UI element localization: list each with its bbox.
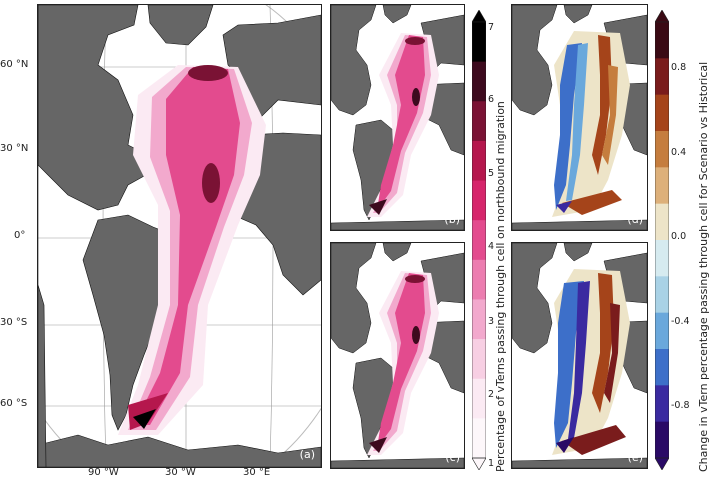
colorbar-percentage-svg	[471, 9, 487, 471]
cbar1-segment	[472, 259, 486, 300]
map-c-svg	[331, 243, 464, 468]
cbar2-segment	[655, 167, 669, 205]
cbar2-tick-0.8: 0.8	[671, 62, 687, 73]
colorbar-percentage	[471, 9, 487, 471]
cbar1-tick-7: 7	[488, 22, 495, 33]
map-b-svg	[331, 5, 464, 230]
cbar1-segment	[472, 180, 486, 221]
panel-c-label: (c)	[445, 451, 460, 464]
cbar2-segment	[655, 276, 669, 314]
cbar1-segment	[472, 140, 486, 182]
map-panel-d: (d)	[511, 4, 648, 231]
map-panel-c: (c)	[330, 242, 465, 469]
lon-tick-30e: 30 °E	[243, 467, 271, 478]
colorbar-change	[654, 9, 670, 471]
cbar1-segment	[472, 220, 486, 261]
cbar1-segment	[472, 22, 486, 63]
cbar2-tick-0.0: 0.0	[671, 231, 687, 242]
colorbar-change-svg	[654, 9, 670, 471]
panel-a-label: (a)	[299, 448, 315, 461]
cbar1-top-extend	[471, 9, 487, 23]
cbar1-tick-3: 3	[488, 316, 495, 327]
cbar2-top-extend	[654, 9, 670, 23]
change-field-e	[552, 269, 630, 455]
map-panel-b: (b)	[330, 4, 465, 231]
migration-density-b	[367, 33, 439, 217]
cbar1-segment	[472, 339, 486, 380]
cbar1-label: Percentage of vTerns passing through cel…	[494, 101, 507, 472]
cbar2-segment	[655, 22, 669, 59]
panel-e-label: (e)	[627, 451, 643, 464]
cbar1-segment	[472, 299, 486, 340]
lat-tick-60n: 60 °N	[0, 59, 29, 70]
lat-tick-0: 0°	[14, 230, 26, 241]
cbar1-segment	[472, 418, 486, 459]
cbar2-tick-0.4: 0.4	[671, 147, 687, 158]
map-panel-a: (a)	[37, 4, 322, 468]
cbar2-segment	[655, 421, 669, 459]
cbar1-tick-2: 2	[488, 389, 495, 400]
cbar2-segment	[655, 58, 669, 96]
cbar2-segment	[655, 312, 669, 350]
cbar2-tick-neg0.8: -0.8	[671, 400, 690, 411]
lat-tick-30n: 30 °N	[0, 143, 29, 154]
lat-tick-60s: 60 °S	[0, 398, 28, 409]
cbar2-segment	[655, 94, 669, 132]
cbar2-segment	[655, 203, 669, 241]
migration-density-c	[367, 271, 439, 455]
cbar2-segment	[655, 349, 669, 386]
cbar1-segment	[472, 61, 486, 102]
cbar1-bottom-extend	[471, 457, 487, 471]
map-d-svg	[512, 5, 647, 230]
cbar1-tick-1: 1	[488, 458, 495, 469]
cbar2-tick-neg0.4: -0.4	[671, 316, 690, 327]
lon-tick-90w: 90 °W	[88, 467, 119, 478]
lat-tick-30s: 30 °S	[0, 317, 28, 328]
map-e-svg	[512, 243, 647, 468]
cbar1-tick-6: 6	[488, 94, 495, 105]
cbar2-segment	[655, 131, 669, 168]
map-a-svg	[38, 5, 321, 467]
panel-b-label: (b)	[444, 213, 460, 226]
lon-tick-30w: 30 °W	[165, 467, 196, 478]
cbar1-segment	[472, 378, 486, 419]
cbar2-bottom-extend	[654, 457, 670, 471]
panel-d-label: (d)	[627, 213, 643, 226]
cbar1-tick-4: 4	[488, 241, 495, 252]
change-field-d	[552, 31, 630, 217]
cbar2-segment	[655, 385, 669, 423]
cbar1-segment	[472, 101, 486, 142]
cbar1-tick-5: 5	[488, 168, 495, 179]
map-panel-e: (e)	[511, 242, 648, 469]
cbar2-label: Change in vTern percentage passing throu…	[697, 61, 709, 472]
migration-density-a	[118, 65, 266, 435]
cbar2-segment	[655, 240, 669, 277]
